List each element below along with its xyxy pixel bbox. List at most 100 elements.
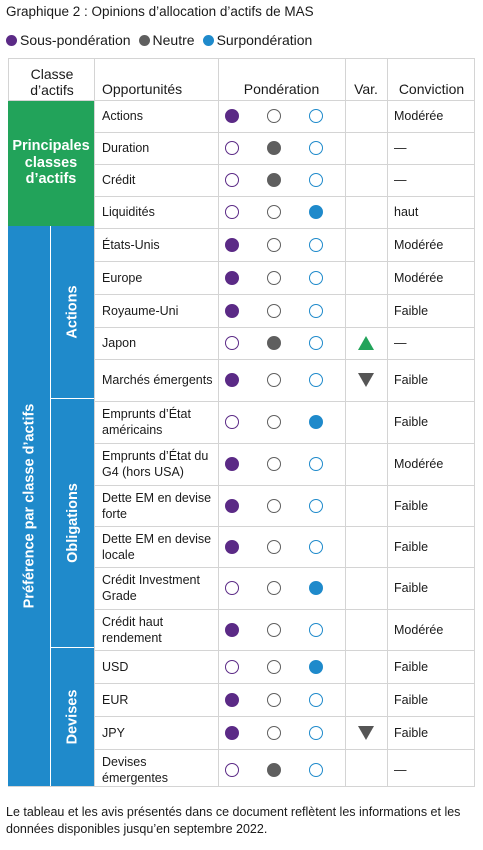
row-divider bbox=[8, 58, 475, 59]
under-empty-circle-icon bbox=[225, 415, 239, 429]
over-empty-circle-icon bbox=[309, 692, 323, 707]
opportunity-label: Crédit bbox=[102, 173, 136, 187]
column-divider bbox=[94, 58, 95, 786]
row-divider bbox=[94, 228, 475, 229]
legend-neutral: Neutre bbox=[138, 32, 195, 48]
column-divider bbox=[474, 58, 475, 786]
under-filled-circle-icon bbox=[225, 373, 239, 387]
under-filled-circle-icon bbox=[225, 498, 239, 513]
over-empty-circle-icon bbox=[309, 141, 323, 155]
opportunity-label: Devises émergentes bbox=[102, 754, 169, 785]
opportunity-label: Royaume-Uni bbox=[102, 303, 179, 318]
neutral-filled-circle-icon bbox=[267, 173, 281, 187]
opportunity-label: Liquidités bbox=[102, 205, 155, 219]
chart-title: Graphique 2 : Opinions d’allocation d’ac… bbox=[6, 4, 314, 19]
column-divider bbox=[8, 58, 9, 100]
under-empty-circle-icon bbox=[225, 581, 239, 595]
row-divider bbox=[94, 716, 475, 717]
header-ponderation: Pondération bbox=[243, 81, 320, 97]
legend-neutral-label: Neutre bbox=[152, 32, 195, 48]
group-principal: Principales classes d’actifs bbox=[8, 100, 94, 226]
opportunity-label: EUR bbox=[102, 692, 129, 707]
over-empty-circle-icon bbox=[309, 173, 323, 187]
row-divider bbox=[94, 132, 475, 133]
subgroup-devises-label: Devises bbox=[64, 689, 81, 745]
row-divider bbox=[94, 749, 475, 750]
over-filled-circle-icon bbox=[309, 205, 323, 219]
opportunity-label: Dette EM en devise forte bbox=[102, 490, 212, 521]
under-filled-circle-icon bbox=[225, 303, 239, 318]
under-filled-circle-icon bbox=[225, 457, 239, 471]
opportunity-label: Europe bbox=[102, 270, 143, 285]
under-empty-circle-icon bbox=[225, 659, 239, 674]
conviction-value: Faible bbox=[394, 692, 429, 707]
conviction-value: Modérée bbox=[394, 457, 444, 471]
under-empty-circle-icon bbox=[225, 141, 239, 155]
over-filled-circle-icon bbox=[309, 581, 323, 595]
over-empty-circle-icon bbox=[309, 373, 323, 387]
over-empty-circle-icon bbox=[309, 270, 323, 285]
opportunity-label: Crédit haut rendement bbox=[102, 614, 164, 645]
conviction-value: Modérée bbox=[394, 270, 444, 285]
conviction-value: Faible bbox=[394, 659, 429, 674]
under-filled-circle-icon bbox=[225, 109, 239, 123]
neutral-empty-circle-icon bbox=[267, 303, 281, 318]
under-filled-circle-icon bbox=[225, 725, 239, 740]
opportunity-label: Emprunts d’État du G4 (hors USA) bbox=[102, 449, 209, 479]
footnote: Le tableau et les avis présentés dans ce… bbox=[6, 805, 461, 836]
over-empty-circle-icon bbox=[309, 336, 323, 350]
triangle-down-icon bbox=[358, 725, 374, 740]
conviction-value: — bbox=[394, 173, 407, 187]
over-empty-circle-icon bbox=[309, 237, 323, 252]
conviction-value: — bbox=[394, 141, 407, 155]
conviction-value: Modérée bbox=[394, 622, 444, 637]
over-empty-circle-icon bbox=[309, 498, 323, 513]
opportunity-label: Japon bbox=[102, 336, 137, 350]
opportunity-label: Duration bbox=[102, 141, 150, 155]
conviction-value: Faible bbox=[394, 725, 429, 740]
conviction-value: Faible bbox=[394, 303, 429, 318]
conviction-value: haut bbox=[394, 205, 419, 219]
row-divider bbox=[94, 164, 475, 165]
over-empty-circle-icon bbox=[309, 457, 323, 471]
over-empty-circle-icon bbox=[309, 622, 323, 637]
subgroup-actions: Actions bbox=[51, 226, 94, 398]
group-preference-label: Préférence par classe d’actifs bbox=[21, 403, 38, 609]
legend: Sous-pondération Neutre Surpondération bbox=[6, 32, 320, 48]
conviction-value: — bbox=[394, 336, 407, 350]
legend-under: Sous-pondération bbox=[6, 32, 131, 48]
header-var: Var. bbox=[354, 81, 378, 97]
over-dot-icon bbox=[202, 34, 214, 46]
neutral-empty-circle-icon bbox=[267, 270, 281, 285]
under-filled-circle-icon bbox=[225, 270, 239, 285]
neutral-empty-circle-icon bbox=[267, 581, 281, 595]
column-divider bbox=[387, 58, 388, 786]
subgroup-actions-label: Actions bbox=[64, 285, 81, 339]
subgroup-obligations-label: Obligations bbox=[64, 483, 81, 563]
row-divider bbox=[94, 294, 475, 295]
neutral-filled-circle-icon bbox=[267, 762, 281, 777]
opportunity-label: Emprunts d’État américains bbox=[102, 407, 191, 437]
under-empty-circle-icon bbox=[225, 205, 239, 219]
conviction-value: Faible bbox=[394, 539, 429, 554]
neutral-empty-circle-icon bbox=[267, 725, 281, 740]
neutral-empty-circle-icon bbox=[267, 659, 281, 674]
over-empty-circle-icon bbox=[309, 303, 323, 318]
header-opportunites: Opportunités bbox=[102, 81, 183, 97]
subgroup-obligations: Obligations bbox=[51, 399, 94, 647]
neutral-filled-circle-icon bbox=[267, 141, 281, 155]
opportunity-label: Actions bbox=[102, 109, 143, 123]
legend-over: Surpondération bbox=[202, 32, 312, 48]
neutral-filled-circle-icon bbox=[267, 336, 281, 350]
legend-under-label: Sous-pondération bbox=[20, 32, 131, 48]
under-filled-circle-icon bbox=[225, 622, 239, 637]
row-divider bbox=[94, 683, 475, 684]
under-empty-circle-icon bbox=[225, 173, 239, 187]
over-filled-circle-icon bbox=[309, 659, 323, 674]
row-divider bbox=[94, 567, 475, 568]
group-preference: Préférence par classe d’actifs bbox=[8, 226, 50, 786]
opportunity-label: JPY bbox=[102, 725, 125, 740]
over-empty-circle-icon bbox=[309, 725, 323, 740]
subgroup-devises: Devises bbox=[51, 648, 94, 786]
header-conviction: Conviction bbox=[398, 81, 465, 97]
